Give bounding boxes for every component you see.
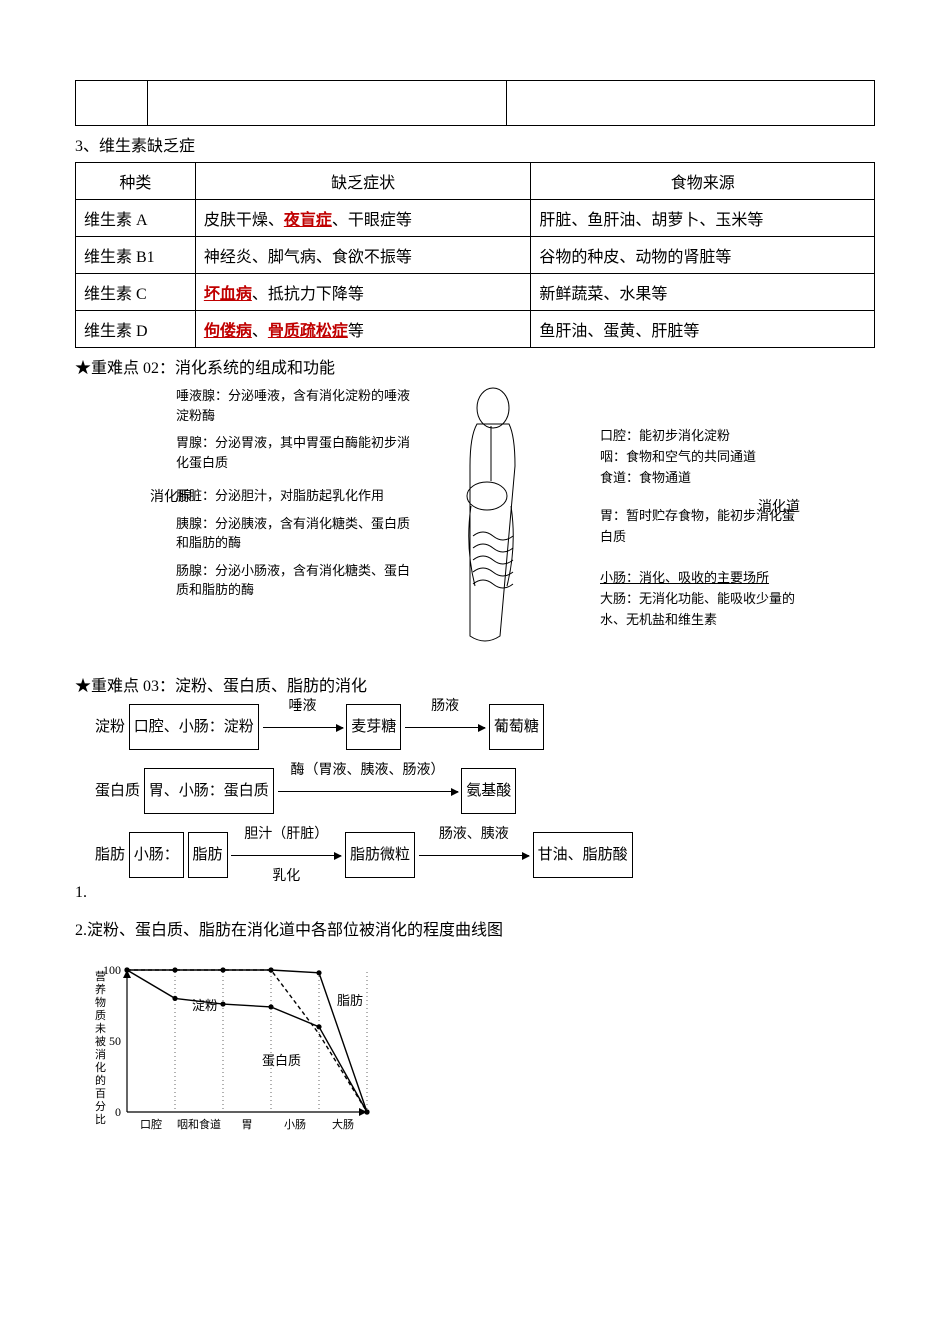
svg-text:化: 化 <box>95 1060 106 1074</box>
table-row: 维生素 C 坏血病、抵抗力下降等 新鲜蔬菜、水果等 <box>76 274 875 311</box>
item1: 1. <box>75 884 875 902</box>
svg-text:蛋白质: 蛋白质 <box>262 1053 301 1068</box>
svg-text:养: 养 <box>95 982 106 996</box>
point02-heading: ★重难点 02：消化系统的组成和功能 <box>75 354 875 378</box>
digestion-flow-diagram: 淀粉 口腔、小肠：淀粉 唾液 麦芽糖 肠液 葡萄糖 蛋白质 胃、小肠：蛋白质 酶… <box>95 704 875 878</box>
fat-row: 脂肪 小肠： 脂肪 胆汁（肝脏）乳化 脂肪微粒 肠液、胰液 甘油、脂肪酸 <box>95 832 875 878</box>
svg-text:未: 未 <box>95 1022 106 1035</box>
svg-text:百: 百 <box>95 1088 106 1100</box>
protein-row: 蛋白质 胃、小肠：蛋白质 酶（胃液、胰液、肠液） 氨基酸 <box>95 768 875 814</box>
table-row: 维生素 D 佝偻病、骨质疏松症等 鱼肝油、蛋黄、肝脏等 <box>76 311 875 348</box>
svg-text:咽和食道: 咽和食道 <box>177 1117 221 1131</box>
digestive-system-diagram: 消化腺 唾液腺：分泌唾液，含有消化淀粉的唾液淀粉酶 胃腺：分泌胃液，其中胃蛋白酶… <box>150 386 800 666</box>
svg-text:消: 消 <box>95 1047 106 1061</box>
svg-text:50: 50 <box>109 1034 121 1048</box>
svg-text:大肠: 大肠 <box>332 1117 354 1131</box>
svg-text:的: 的 <box>95 1073 106 1087</box>
svg-text:质: 质 <box>95 1009 106 1022</box>
starch-row: 淀粉 口腔、小肠：淀粉 唾液 麦芽糖 肠液 葡萄糖 <box>95 704 875 750</box>
svg-text:被: 被 <box>95 1035 106 1048</box>
svg-text:脂肪: 脂肪 <box>337 993 363 1008</box>
col-type: 种类 <box>76 163 196 200</box>
vitamin-table: 种类 缺乏症状 食物来源 维生素 A 皮肤干燥、夜盲症、干眼症等 肝脏、鱼肝油、… <box>75 162 875 348</box>
col-source: 食物来源 <box>531 163 875 200</box>
svg-text:0: 0 <box>115 1105 121 1119</box>
svg-text:淀粉: 淀粉 <box>192 998 218 1013</box>
section3-heading: 3、维生素缺乏症 <box>75 132 875 156</box>
item2-heading: 2.淀粉、蛋白质、脂肪在消化道中各部位被消化的程度曲线图 <box>75 916 875 940</box>
svg-text:分: 分 <box>95 1100 106 1113</box>
table-row: 维生素 A 皮肤干燥、夜盲症、干眼症等 肝脏、鱼肝油、胡萝卜、玉米等 <box>76 200 875 237</box>
table-row: 维生素 B1 神经炎、脚气病、食欲不振等 谷物的种皮、动物的肾脏等 <box>76 237 875 274</box>
svg-text:小肠: 小肠 <box>284 1118 306 1131</box>
svg-text:物: 物 <box>95 995 106 1009</box>
body-outline-icon <box>415 386 555 646</box>
svg-text:口腔: 口腔 <box>140 1117 162 1131</box>
leading-empty-table <box>75 80 875 126</box>
col-symptom: 缺乏症状 <box>195 163 531 200</box>
svg-text:营: 营 <box>95 969 106 983</box>
digestion-curve-chart: 050100营养物质未被消化的百分比口腔咽和食道胃小肠大肠淀粉蛋白质脂肪 <box>87 960 397 1150</box>
svg-text:胃: 胃 <box>242 1118 253 1131</box>
svg-text:比: 比 <box>95 1113 106 1126</box>
